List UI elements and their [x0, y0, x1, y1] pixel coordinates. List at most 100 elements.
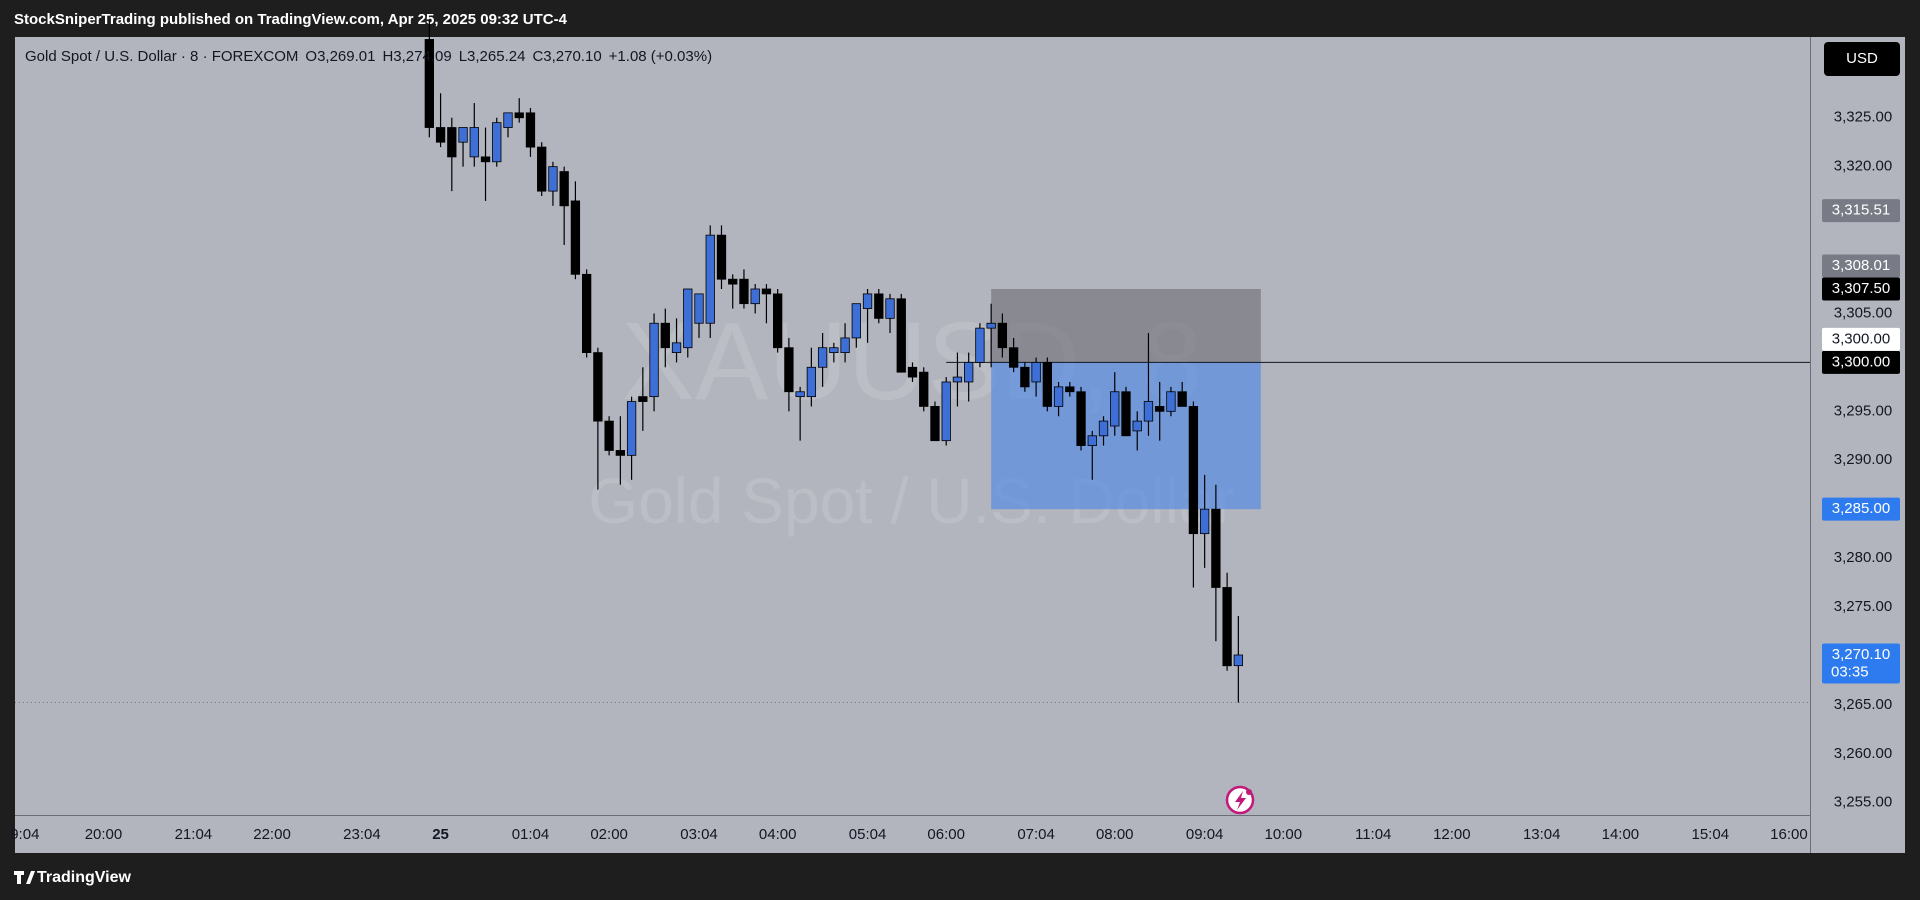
x-tick-label: 02:00 — [590, 826, 628, 843]
y-tick-label: 3,255.00 — [1834, 794, 1892, 811]
candle-body — [941, 381, 951, 442]
candle-body — [716, 234, 727, 280]
candle-body — [874, 293, 884, 319]
candle-body — [626, 401, 637, 456]
candle-body — [604, 420, 614, 451]
candle-body — [964, 361, 974, 383]
y-tick-label: 3,280.00 — [1834, 549, 1892, 566]
x-tick-label: 04:00 — [759, 826, 797, 843]
candle-body — [1087, 435, 1097, 446]
candle-body — [773, 293, 783, 349]
candle-body — [885, 298, 895, 319]
candle-body — [1188, 406, 1199, 535]
candle-body — [638, 396, 648, 402]
candle-body — [1199, 508, 1210, 535]
brand-logo — [14, 871, 35, 884]
candle-body — [919, 371, 929, 407]
legend-value: O3,269.01 — [305, 48, 375, 65]
x-tick-label: 03:04 — [680, 826, 718, 843]
price-countdown: 03:35 — [1831, 663, 1869, 680]
price-label-box — [1822, 199, 1900, 223]
price-label-box — [1822, 643, 1900, 684]
publisher-header: StockSniperTrading published on TradingV… — [14, 11, 568, 28]
x-tick-label: 20:00 — [85, 826, 123, 843]
y-tick-label: 3,325.00 — [1834, 109, 1892, 126]
plot — [15, 19, 1810, 704]
x-tick-label: 11:04 — [1355, 826, 1391, 843]
price-label-box — [1822, 254, 1900, 278]
x-tick-label: 10:00 — [1265, 826, 1303, 843]
candle-body — [525, 112, 536, 148]
candle-body — [975, 327, 985, 363]
candle-body — [840, 337, 850, 354]
candle-body — [829, 347, 839, 354]
price-label: 3,315.51 — [1832, 202, 1890, 219]
candle-body — [997, 322, 1008, 349]
price-label-box — [1822, 350, 1900, 374]
price-label: 3,300.00 — [1832, 353, 1890, 370]
candle-body — [458, 127, 468, 143]
candle-body — [660, 322, 670, 349]
axes: 3,255.003,260.003,265.003,270.003,275.00… — [10, 109, 1900, 843]
y-tick-label: 3,320.00 — [1834, 158, 1892, 175]
x-tick-label: 12:00 — [1433, 826, 1471, 843]
currency-label[interactable]: USD — [1846, 50, 1878, 67]
candle-body — [492, 122, 502, 163]
candle-body — [1098, 420, 1109, 437]
candle-body — [907, 366, 918, 378]
candle-body — [930, 406, 940, 442]
legend-value: +1.08 (+0.03%) — [609, 48, 712, 65]
price-label: 3,270.10 — [1832, 646, 1890, 663]
candle-body — [817, 347, 828, 368]
chart-background — [15, 37, 1905, 853]
candle-body — [1177, 391, 1187, 407]
candle-body — [559, 171, 569, 207]
currency-button[interactable] — [1824, 42, 1900, 76]
candle-body — [649, 322, 659, 398]
candle-body — [683, 288, 693, 349]
brand-name: TradingView — [37, 869, 132, 886]
candle-body — [514, 112, 524, 119]
candle-body — [593, 352, 603, 422]
candle-body — [784, 347, 794, 393]
price-label: 3,307.50 — [1832, 280, 1890, 297]
legend-value: H3,274.09 — [382, 48, 451, 65]
candle-body — [469, 127, 479, 158]
x-tick-label: 21:04 — [175, 826, 213, 843]
candle-body — [1211, 508, 1221, 588]
candle-body — [447, 127, 457, 158]
candle-body — [1020, 366, 1030, 388]
y-tick-label: 3,295.00 — [1834, 402, 1892, 419]
candle-body — [548, 166, 558, 192]
candle-body — [750, 288, 760, 305]
x-tick-label: 01:04 — [512, 826, 550, 843]
bolt-dot — [1246, 789, 1252, 795]
candle-body — [424, 39, 434, 128]
candle-body — [537, 146, 547, 192]
candle-body — [728, 278, 738, 285]
candle-body — [862, 293, 873, 309]
x-tick-label: 08:00 — [1096, 826, 1134, 843]
y-tick-label: 3,260.00 — [1834, 745, 1892, 762]
y-tick-label: 3,265.00 — [1834, 696, 1892, 713]
symbol-legend: Gold Spot / U.S. Dollar · 8 · FOREXCOM O3… — [25, 48, 712, 65]
candle-body — [1076, 391, 1086, 446]
x-tick-label: 16:00 — [1770, 826, 1808, 843]
y-tick-label: 3,305.00 — [1834, 304, 1892, 321]
candle-body — [761, 288, 772, 295]
candle-body — [671, 342, 682, 354]
candle-body — [1233, 654, 1244, 667]
x-tick-label: 23:04 — [343, 826, 381, 843]
x-tick-label: 25 — [432, 826, 449, 843]
candle-body — [739, 278, 749, 305]
candle-body — [694, 293, 704, 324]
y-tick-label: 3,290.00 — [1834, 451, 1892, 468]
price-label: 3,300.00 — [1832, 330, 1890, 347]
candle-body — [1110, 391, 1120, 427]
candle-body — [480, 156, 491, 163]
candle-body — [1121, 391, 1131, 437]
bolt-glyph — [1235, 791, 1246, 810]
candle-body — [795, 391, 805, 398]
price-label-box — [1822, 497, 1900, 521]
x-tick-label: 15:04 — [1692, 826, 1730, 843]
